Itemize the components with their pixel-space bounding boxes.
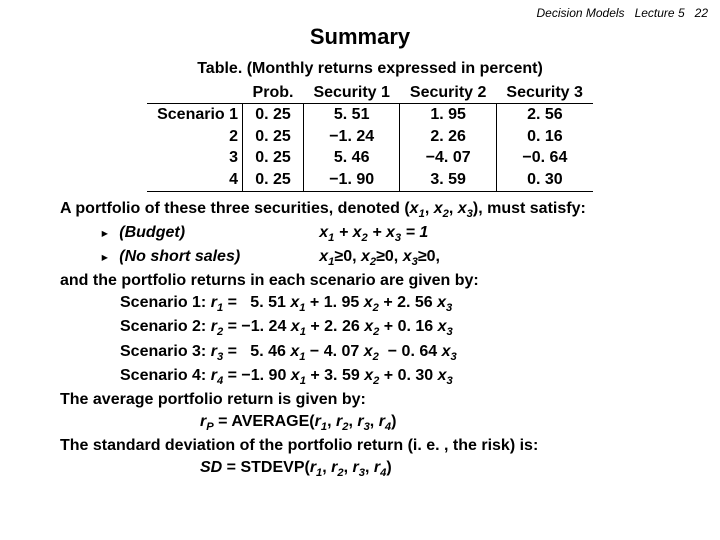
bullet-icon: ▸ — [100, 222, 119, 246]
scenario-3: Scenario 3: r3 = 5. 46 x1 − 4. 07 x2 − 0… — [60, 341, 680, 365]
budget-label: (Budget) — [119, 222, 319, 246]
table-row: Scenario 1 0. 25 5. 51 1. 95 2. 56 — [147, 104, 593, 126]
cell: 0. 25 — [243, 147, 304, 169]
cell: 3. 59 — [400, 169, 496, 191]
row-label: 2 — [147, 126, 242, 148]
header-left: Decision Models — [537, 6, 625, 20]
cell: 0. 16 — [496, 126, 592, 148]
var-x1: x — [410, 200, 419, 217]
sd-eq: SD = STDEVP(r1, r2, r3, r4) — [60, 457, 680, 481]
cell: −1. 90 — [303, 169, 399, 191]
budget-eq: x1 + x2 + x3 = 1 — [319, 222, 428, 246]
table-row: 2 0. 25 −1. 24 2. 26 0. 16 — [147, 126, 593, 148]
content: Table. (Monthly returns expressed in per… — [0, 58, 720, 481]
returns-table: Prob. Security 1 Security 2 Security 3 S… — [147, 82, 593, 192]
scenario-4: Scenario 4: r4 = −1. 90 x1 + 3. 59 x2 + … — [60, 365, 680, 389]
row-label: 3 — [147, 147, 242, 169]
noshort-line: ▸ (No short sales) x1≥0, x2≥0, x3≥0, — [60, 246, 680, 270]
page-title: Summary — [0, 24, 720, 50]
intro-line: A portfolio of these three securities, d… — [60, 198, 680, 222]
cell: 1. 95 — [400, 104, 496, 126]
cell: −1. 24 — [303, 126, 399, 148]
col-blank — [147, 82, 242, 104]
cell: 0. 25 — [243, 126, 304, 148]
table-row: 3 0. 25 5. 46 −4. 07 −0. 64 — [147, 147, 593, 169]
intro-tail: ), must satisfy: — [473, 200, 586, 217]
intro-text: A portfolio of these three securities, d… — [60, 200, 410, 217]
sd-intro: The standard deviation of the portfolio … — [60, 435, 680, 457]
table-header-row: Prob. Security 1 Security 2 Security 3 — [147, 82, 593, 104]
budget-line: ▸ (Budget) x1 + x2 + x3 = 1 — [60, 222, 680, 246]
scenario-2: Scenario 2: r2 = −1. 24 x1 + 2. 26 x2 + … — [60, 316, 680, 340]
header-page: 22 — [695, 6, 708, 20]
col-sec2: Security 2 — [400, 82, 496, 104]
var-x2: x — [434, 200, 443, 217]
col-sec1: Security 1 — [303, 82, 399, 104]
avg-intro: The average portfolio return is given by… — [60, 389, 680, 411]
bullet-icon: ▸ — [100, 246, 119, 270]
scenarios-intro: and the portfolio returns in each scenar… — [60, 270, 680, 292]
cell: 0. 25 — [243, 169, 304, 191]
scenario-1: Scenario 1: r1 = 5. 51 x1 + 1. 95 x2 + 2… — [60, 292, 680, 316]
page-header: Decision Models Lecture 5 22 — [0, 0, 720, 20]
table-row: 4 0. 25 −1. 90 3. 59 0. 30 — [147, 169, 593, 191]
noshort-label: (No short sales) — [119, 246, 319, 270]
cell: 5. 46 — [303, 147, 399, 169]
cell: 0. 30 — [496, 169, 592, 191]
cell: 5. 51 — [303, 104, 399, 126]
row-label: 4 — [147, 169, 242, 191]
header-right: Lecture 5 — [635, 6, 685, 20]
cell: −0. 64 — [496, 147, 592, 169]
row-label: Scenario 1 — [147, 104, 242, 126]
cell: 0. 25 — [243, 104, 304, 126]
var-x3: x — [458, 200, 467, 217]
col-prob: Prob. — [243, 82, 304, 104]
col-sec3: Security 3 — [496, 82, 592, 104]
table-caption: Table. (Monthly returns expressed in per… — [60, 58, 680, 80]
cell: −4. 07 — [400, 147, 496, 169]
cell: 2. 56 — [496, 104, 592, 126]
cell: 2. 26 — [400, 126, 496, 148]
noshort-eq: x1≥0, x2≥0, x3≥0, — [319, 246, 440, 270]
avg-eq: rP = AVERAGE(r1, r2, r3, r4) — [60, 411, 680, 435]
